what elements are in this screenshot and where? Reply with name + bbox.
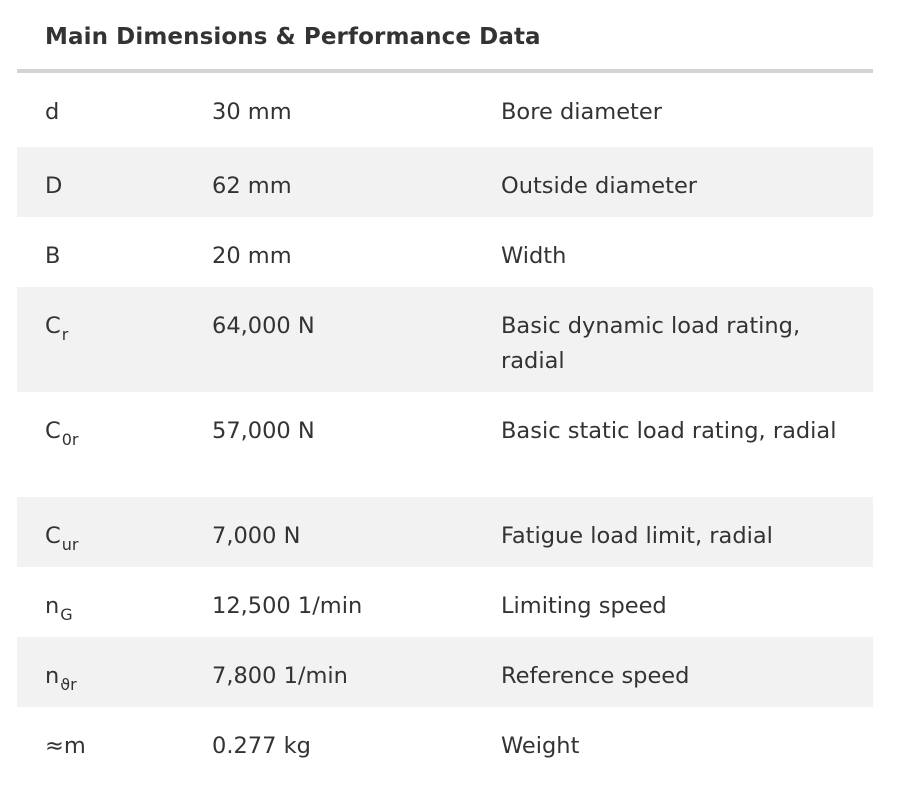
symbol-cell: Cur xyxy=(45,523,79,554)
value-cell: 30 mm xyxy=(212,99,292,125)
symbol-cell: d xyxy=(45,99,60,125)
symbol-subscript: r xyxy=(61,325,69,344)
symbol-cell: C0r xyxy=(45,418,79,449)
description-cell: Outside diameter xyxy=(501,173,698,199)
table-row: D 62 mm Outside diameter xyxy=(17,147,873,217)
symbol-cell: Cr xyxy=(45,313,69,344)
description-cell: Limiting speed xyxy=(501,593,667,619)
symbol-cell: nG xyxy=(45,593,73,624)
table-row: C0r 57,000 N Basic static load rating, r… xyxy=(17,392,873,497)
value-cell: 20 mm xyxy=(212,243,292,269)
table-row: Cr 64,000 N Basic dynamic load rating, r… xyxy=(17,287,873,392)
value-cell: 0.277 kg xyxy=(212,733,311,759)
table-row: Cur 7,000 N Fatigue load limit, radial xyxy=(17,497,873,567)
symbol-subscript: 0r xyxy=(61,430,79,449)
table-row: B 20 mm Width xyxy=(17,217,873,287)
symbol-cell: ≈m xyxy=(45,733,86,759)
symbol-cell: D xyxy=(45,173,63,199)
value-cell: 12,500 1/min xyxy=(212,593,363,619)
symbol-cell: nϑr xyxy=(45,663,77,694)
table-title: Main Dimensions & Performance Data xyxy=(17,0,873,73)
symbol-subscript: G xyxy=(60,605,73,624)
performance-data-table: Main Dimensions & Performance Data d 30 … xyxy=(17,0,873,777)
table-row: nϑr 7,800 1/min Reference speed xyxy=(17,637,873,707)
symbol-cell: B xyxy=(45,243,61,269)
value-cell: 57,000 N xyxy=(212,418,315,444)
value-cell: 62 mm xyxy=(212,173,292,199)
description-cell: Fatigue load limit, radial xyxy=(501,523,773,549)
description-cell: Basic static load rating, radial xyxy=(501,418,837,444)
description-cell: Reference speed xyxy=(501,663,690,689)
value-cell: 7,800 1/min xyxy=(212,663,348,689)
table-row: nG 12,500 1/min Limiting speed xyxy=(17,567,873,637)
description-cell: Weight xyxy=(501,733,580,759)
description-cell: Basic dynamic load rating, radial xyxy=(501,313,801,374)
value-cell: 64,000 N xyxy=(212,313,315,339)
table-row: d 30 mm Bore diameter xyxy=(17,73,873,147)
description-cell: Bore diameter xyxy=(501,99,662,125)
description-cell: Width xyxy=(501,243,567,269)
value-cell: 7,000 N xyxy=(212,523,301,549)
symbol-subscript: ur xyxy=(61,535,79,554)
table-row: ≈m 0.277 kg Weight xyxy=(17,707,873,777)
symbol-subscript: ϑr xyxy=(60,675,77,694)
